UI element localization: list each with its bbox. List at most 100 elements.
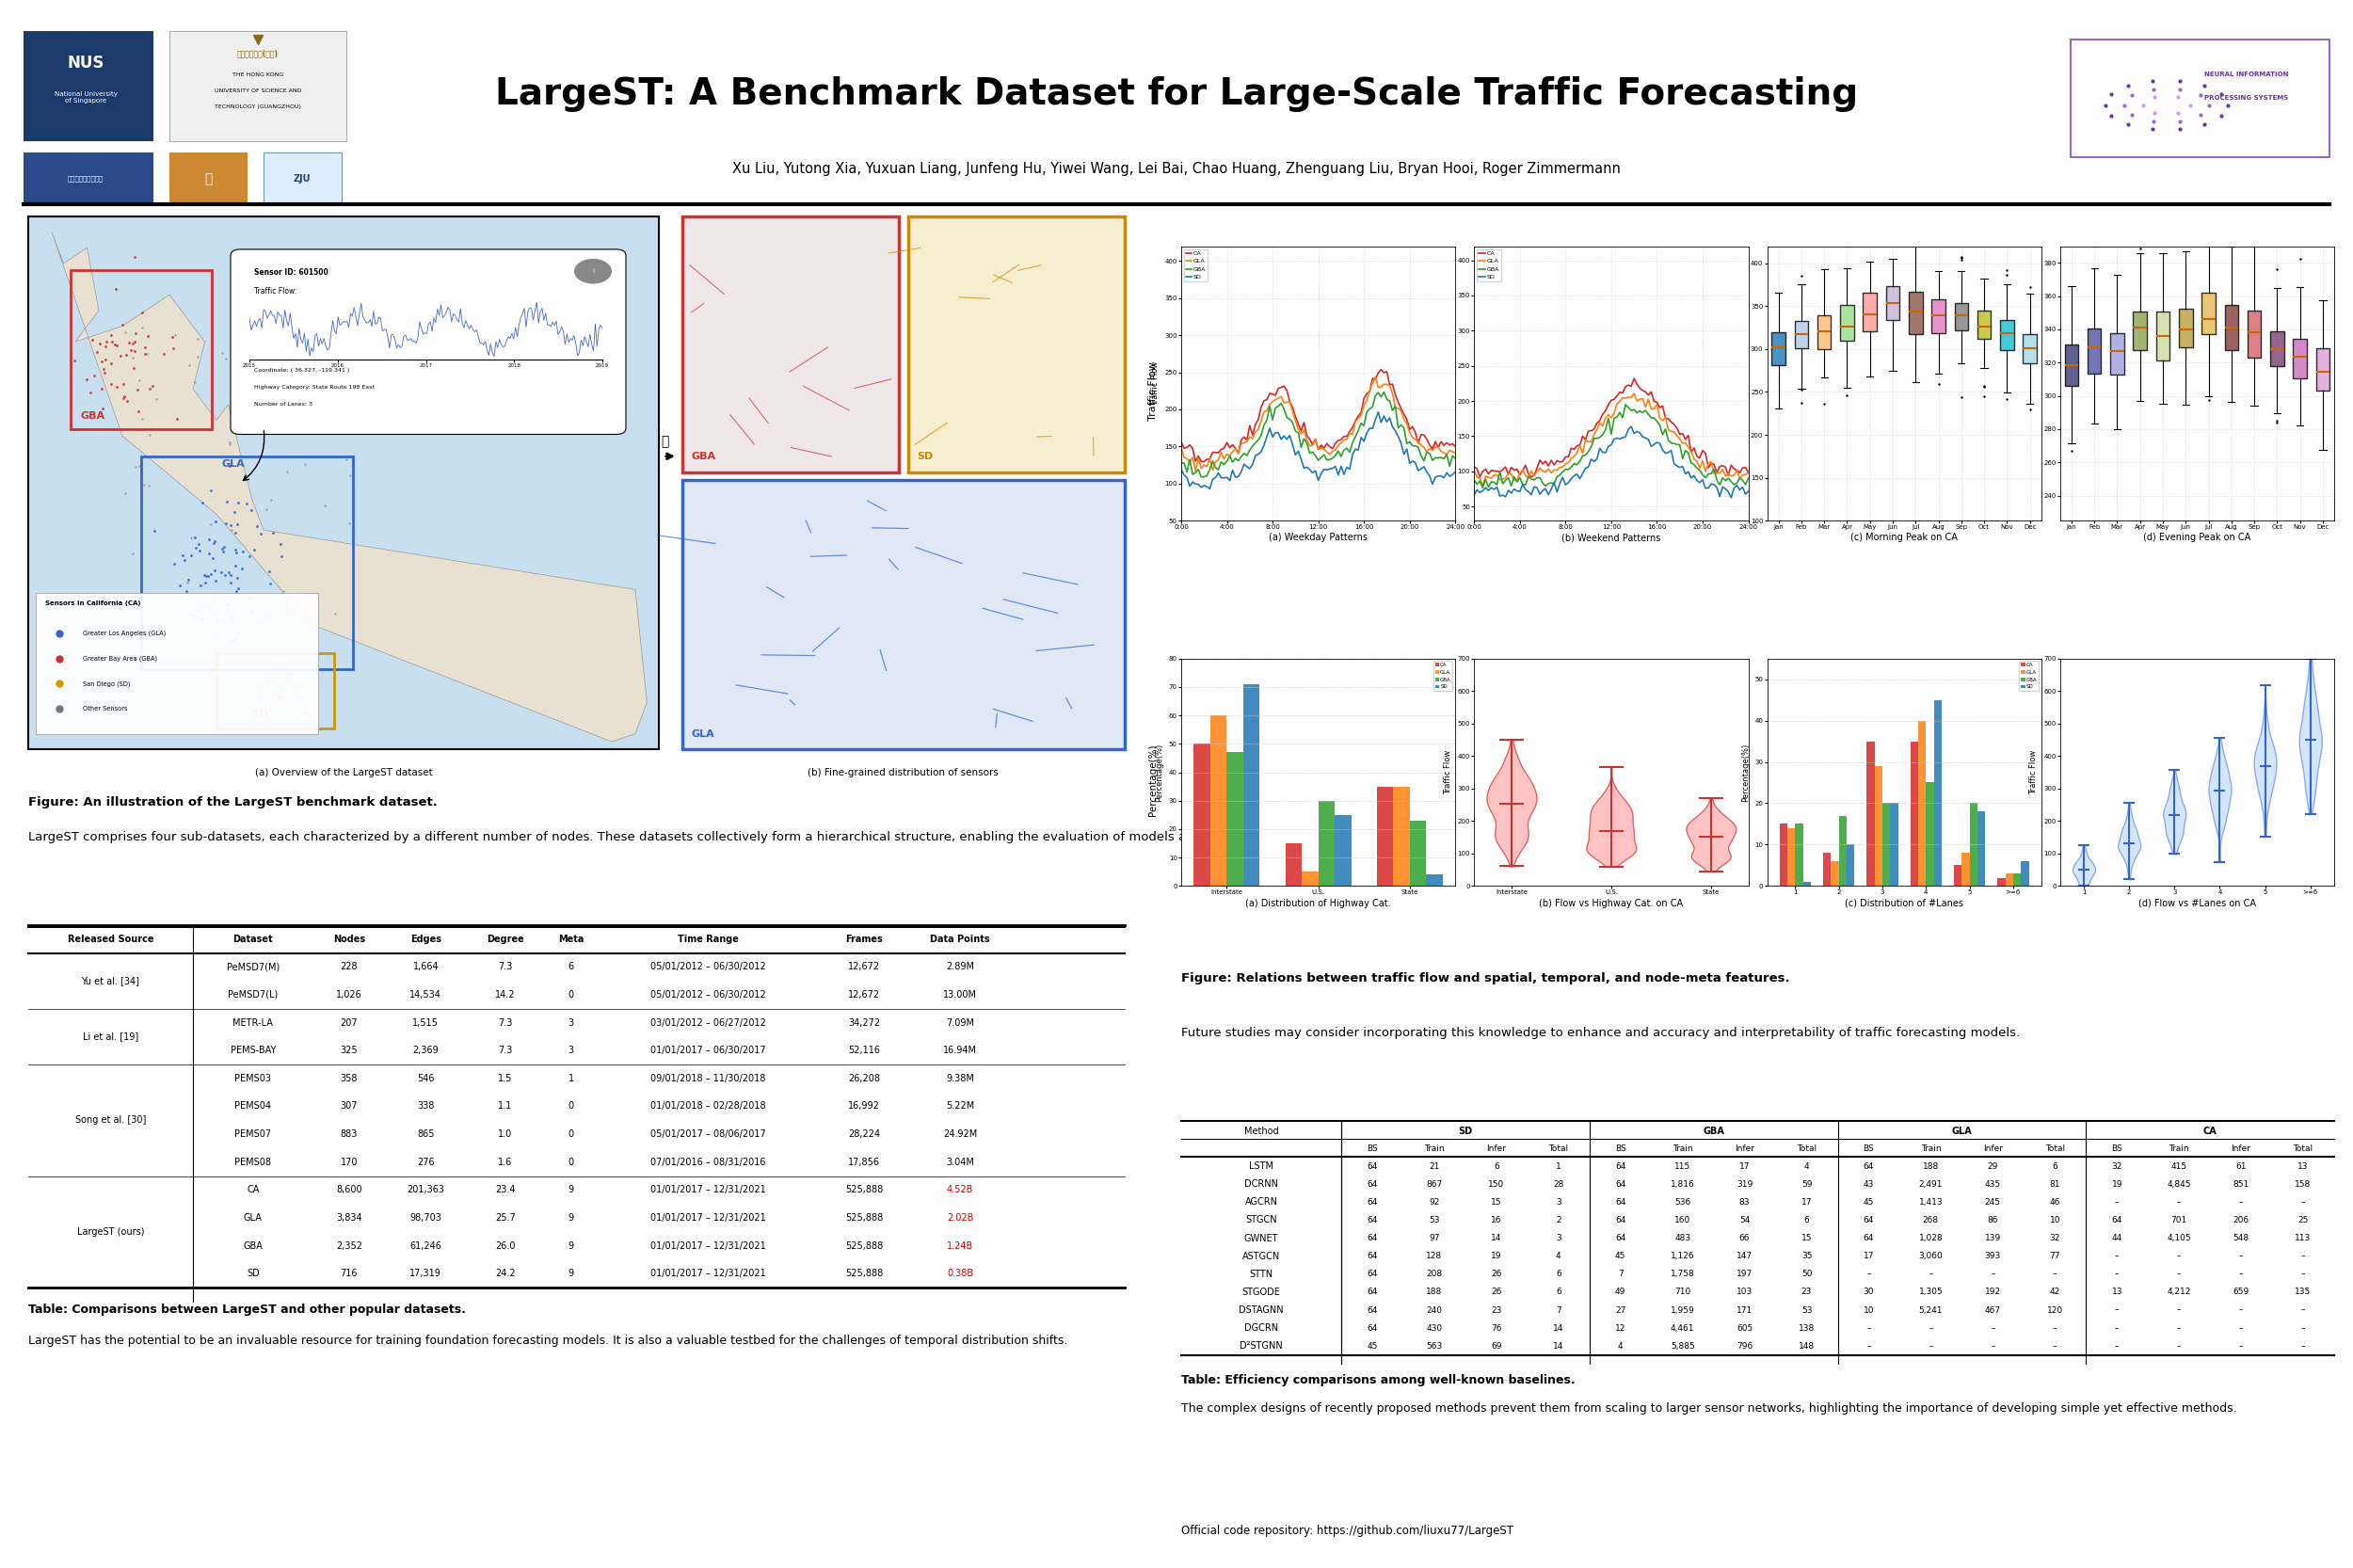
Text: 66: 66 xyxy=(1739,1234,1751,1242)
PathPatch shape xyxy=(1932,299,1946,332)
Bar xyxy=(1911,742,1918,886)
Text: DGCRN: DGCRN xyxy=(1245,1323,1278,1333)
GBA xyxy=(1468,478,1497,497)
Text: 113: 113 xyxy=(2294,1234,2311,1242)
Legend: CA, GLA, GBA, SD: CA, GLA, GBA, SD xyxy=(1184,249,1207,282)
Text: 42: 42 xyxy=(2049,1287,2061,1297)
Text: 01/01/2017 – 12/31/2021: 01/01/2017 – 12/31/2021 xyxy=(649,1214,765,1223)
Text: 53: 53 xyxy=(1428,1215,1440,1225)
Text: 197: 197 xyxy=(1737,1270,1753,1278)
Text: 03/01/2012 – 06/27/2012: 03/01/2012 – 06/27/2012 xyxy=(649,1018,765,1027)
Text: NUS: NUS xyxy=(68,55,104,71)
Text: 14: 14 xyxy=(1553,1342,1565,1350)
Text: 01/01/2018 – 02/28/2018: 01/01/2018 – 02/28/2018 xyxy=(649,1102,765,1112)
Text: 1.1: 1.1 xyxy=(499,1102,513,1112)
Text: BS: BS xyxy=(2111,1145,2122,1152)
Text: 1.6: 1.6 xyxy=(499,1157,513,1167)
Legend: CA, GLA, GBA, SD: CA, GLA, GBA, SD xyxy=(1478,249,1501,282)
Bar xyxy=(1242,684,1259,886)
Text: Highway Category: State Route 198 East: Highway Category: State Route 198 East xyxy=(254,386,374,390)
Text: 32: 32 xyxy=(2111,1162,2122,1170)
Text: 147: 147 xyxy=(1737,1251,1753,1261)
CA xyxy=(1442,437,1471,456)
Text: Song et al. [30]: Song et al. [30] xyxy=(75,1115,146,1124)
Text: 6: 6 xyxy=(2052,1162,2057,1170)
Text: Coordinate: ( 36.327, -119.341 ): Coordinate: ( 36.327, -119.341 ) xyxy=(254,368,351,373)
GLA xyxy=(1468,477,1497,495)
Text: 135: 135 xyxy=(2294,1287,2311,1297)
Text: 09/01/2018 – 11/30/2018: 09/01/2018 – 11/30/2018 xyxy=(649,1074,765,1083)
Text: 9: 9 xyxy=(567,1185,574,1195)
GLA xyxy=(1471,467,1499,486)
Text: 64: 64 xyxy=(1864,1234,1873,1242)
Text: –: – xyxy=(1929,1270,1932,1278)
Bar xyxy=(24,152,153,204)
Bar xyxy=(1927,782,1934,886)
Text: 61: 61 xyxy=(2235,1162,2247,1170)
Text: 851: 851 xyxy=(2233,1179,2249,1189)
Text: 13.00M: 13.00M xyxy=(944,989,976,999)
Text: –: – xyxy=(2240,1323,2242,1333)
Text: STGODE: STGODE xyxy=(1242,1287,1280,1297)
Text: 香港科技大学(广州): 香港科技大学(广州) xyxy=(238,49,278,58)
Text: 45: 45 xyxy=(1367,1342,1377,1350)
GLA xyxy=(1442,444,1471,463)
Text: –: – xyxy=(1991,1323,1995,1333)
Text: (a) Distribution of Highway Cat.: (a) Distribution of Highway Cat. xyxy=(1245,898,1391,908)
Text: –: – xyxy=(1866,1270,1871,1278)
Text: LSTM: LSTM xyxy=(1249,1162,1273,1171)
Text: 1,959: 1,959 xyxy=(1671,1306,1694,1314)
Text: 10: 10 xyxy=(1864,1306,1873,1314)
Text: –: – xyxy=(2177,1270,2181,1278)
Text: 14: 14 xyxy=(1553,1323,1565,1333)
Text: 32: 32 xyxy=(2049,1234,2061,1242)
GBA xyxy=(1461,470,1489,489)
Text: GLA: GLA xyxy=(1951,1126,1972,1135)
SD xyxy=(1195,480,1224,499)
SD xyxy=(1675,463,1704,481)
Text: 64: 64 xyxy=(2111,1215,2122,1225)
GLA xyxy=(1167,439,1195,458)
Text: 525,888: 525,888 xyxy=(845,1240,882,1250)
Text: 35: 35 xyxy=(1802,1251,1812,1261)
PathPatch shape xyxy=(1977,310,1991,339)
Text: 192: 192 xyxy=(1986,1287,2000,1297)
Text: Percentage(%): Percentage(%) xyxy=(1148,745,1158,815)
Text: 207: 207 xyxy=(341,1018,358,1027)
GBA xyxy=(1242,433,1271,452)
Text: 6: 6 xyxy=(1805,1215,1809,1225)
Text: 1,413: 1,413 xyxy=(1918,1198,1944,1206)
Text: –: – xyxy=(1929,1323,1932,1333)
Text: Total: Total xyxy=(2294,1145,2313,1152)
Bar xyxy=(169,31,346,141)
Text: –: – xyxy=(2115,1251,2120,1261)
Text: 0: 0 xyxy=(567,1102,574,1112)
Bar xyxy=(1426,875,1442,886)
Text: 07/01/2016 – 08/31/2016: 07/01/2016 – 08/31/2016 xyxy=(649,1157,765,1167)
CA xyxy=(1734,463,1762,481)
Text: LargeST: A Benchmark Dataset for Large-Scale Traffic Forecasting: LargeST: A Benchmark Dataset for Large-S… xyxy=(494,77,1859,111)
Text: 6: 6 xyxy=(1555,1270,1560,1278)
GLA xyxy=(1619,384,1647,403)
Text: 23.4: 23.4 xyxy=(494,1185,515,1195)
Text: SD: SD xyxy=(918,452,934,461)
GLA xyxy=(1678,442,1706,461)
GLA xyxy=(1482,466,1511,485)
Text: CA: CA xyxy=(247,1185,259,1195)
Text: 44: 44 xyxy=(2111,1234,2122,1242)
Text: –: – xyxy=(2301,1251,2306,1261)
Text: 5.22M: 5.22M xyxy=(946,1102,974,1112)
Text: (b) Fine-grained distribution of sensors: (b) Fine-grained distribution of sensors xyxy=(807,768,1000,778)
Bar xyxy=(1409,820,1426,886)
Text: –: – xyxy=(2177,1251,2181,1261)
CA xyxy=(1619,368,1647,387)
Text: 1,816: 1,816 xyxy=(1671,1179,1694,1189)
Bar xyxy=(1193,743,1209,886)
Text: 17,319: 17,319 xyxy=(409,1269,442,1278)
Text: 206: 206 xyxy=(2233,1215,2249,1225)
Text: DSTAGNN: DSTAGNN xyxy=(1238,1306,1285,1316)
Text: 1: 1 xyxy=(1555,1162,1560,1170)
CA xyxy=(1534,456,1562,475)
Text: Xu Liu, Yutong Xia, Yuxuan Liang, Junfeng Hu, Yiwei Wang, Lei Bai, Chao Huang, Z: Xu Liu, Yutong Xia, Yuxuan Liang, Junfen… xyxy=(732,162,1621,177)
Text: PEMS04: PEMS04 xyxy=(235,1102,271,1112)
